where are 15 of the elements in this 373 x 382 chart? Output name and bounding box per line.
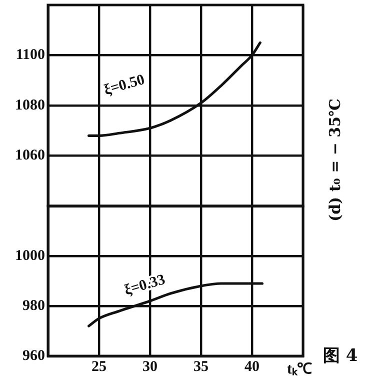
x-axis-title: tₖ℃ — [287, 360, 312, 377]
caption: 图 4 — [323, 345, 358, 367]
y-tick-label: 1080 — [15, 96, 45, 113]
x-tick-label: 25 — [92, 358, 106, 374]
annotation: ξ=0.50 — [102, 71, 147, 98]
y-tick-label: 1100 — [16, 46, 45, 63]
y-tick-label: 960 — [22, 347, 45, 364]
x-tick-label: 35 — [194, 358, 208, 374]
text: (d) t₀ = − 35℃ — [326, 98, 344, 222]
y-tick-label: 1060 — [15, 147, 45, 164]
x-tick-label: 30 — [142, 358, 158, 374]
annotation: ξ=0.33 — [122, 271, 168, 298]
y-tick-label: 1000 — [15, 247, 45, 264]
y-tick-label: 980 — [22, 297, 45, 314]
x-tick-label: 40 — [244, 358, 260, 374]
